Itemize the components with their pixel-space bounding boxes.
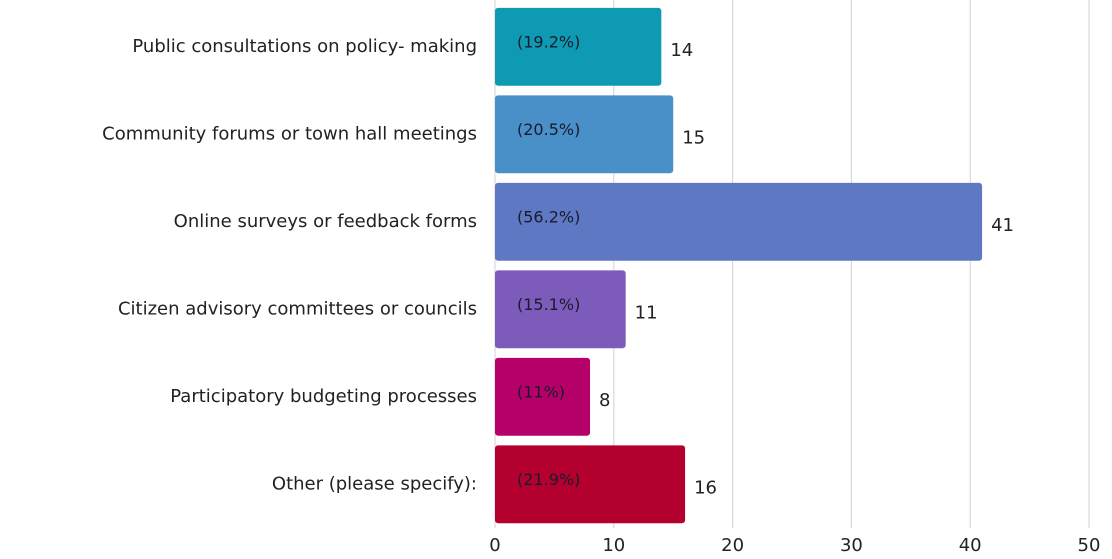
percent-label: (21.9%) (517, 470, 580, 489)
category-label: Online surveys or feedback forms (174, 211, 477, 232)
value-label: 11 (635, 302, 658, 323)
percent-label: (11%) (517, 382, 565, 401)
value-label: 41 (991, 215, 1014, 236)
percent-label: (56.2%) (517, 207, 580, 226)
x-tick-label: 10 (602, 535, 625, 556)
category-label: Public consultations on policy- making (132, 36, 477, 57)
bar (495, 270, 626, 349)
bar (495, 357, 591, 436)
value-label: 15 (682, 127, 705, 148)
value-label: 8 (599, 390, 610, 411)
bar (495, 95, 674, 174)
value-label: 16 (694, 477, 717, 498)
category-label: Citizen advisory committees or councils (118, 298, 477, 319)
x-tick-label: 0 (489, 535, 500, 556)
x-tick-label: 30 (840, 535, 863, 556)
value-label: 14 (670, 40, 693, 61)
category-label: Community forums or town hall meetings (102, 123, 477, 144)
percent-label: (19.2%) (517, 32, 580, 51)
percent-label: (20.5%) (517, 120, 580, 139)
x-tick-label: 20 (721, 535, 744, 556)
bar (495, 445, 686, 524)
percent-label: (15.1%) (517, 295, 580, 314)
category-label: Other (please specify): (272, 473, 477, 494)
x-tick-label: 50 (1078, 535, 1101, 556)
bar (495, 7, 662, 86)
category-label: Participatory budgeting processes (170, 386, 477, 407)
bar (495, 182, 983, 261)
x-tick-label: 40 (959, 535, 982, 556)
